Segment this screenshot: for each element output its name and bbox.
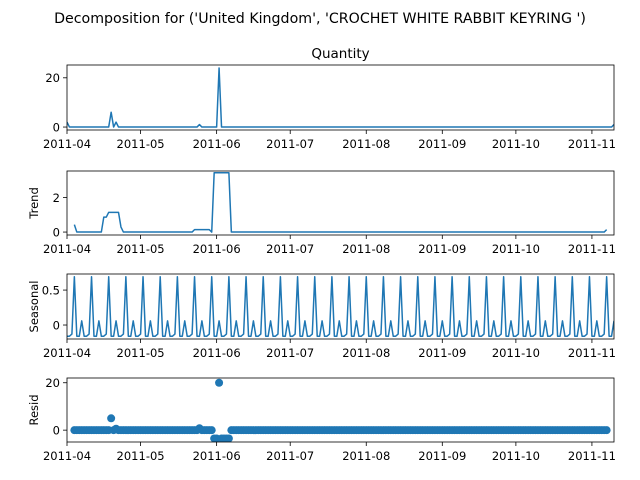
- x-tick-label: 2011-05: [117, 346, 165, 360]
- x-tick-label: 2011-04: [43, 346, 91, 360]
- series-line: [67, 67, 614, 128]
- x-tick-label: 2011-10: [492, 346, 540, 360]
- axes-frame: [66, 170, 615, 236]
- resid-point: [224, 434, 233, 442]
- x-tick-label: 2011-05: [117, 242, 165, 256]
- y-tick-label: 0: [53, 423, 60, 437]
- x-tick-label: 2011-07: [266, 346, 314, 360]
- x-tick-label: 2011-11: [568, 137, 616, 151]
- y-tick-label: 0: [53, 318, 60, 332]
- x-tick-label: 2011-10: [492, 137, 540, 151]
- x-tick-label: 2011-05: [117, 137, 165, 151]
- panel-quantity: Quantity 0 20 2011-04 2011-05 2011-06 2011-07 2…: [43, 46, 616, 151]
- series-trend: [73, 171, 608, 233]
- resid-point: [602, 426, 611, 435]
- resid-point: [215, 378, 224, 387]
- axes-frame: [66, 64, 615, 131]
- axes-frame: [66, 377, 615, 443]
- x-tick-label: 2011-11: [568, 449, 616, 463]
- panel-title: Quantity: [311, 46, 369, 62]
- y-tick-label: 0.5: [42, 283, 60, 297]
- panel-seasonal: Seasonal 0 0.5 2011-04 2011-05 2011-06 2011-07…: [27, 273, 616, 360]
- x-tick-label: 2011-09: [418, 242, 466, 256]
- resid-point: [207, 426, 216, 435]
- x-tick-label: 2011-11: [568, 346, 616, 360]
- y-tick-label: 20: [45, 376, 60, 390]
- x-tick-label: 2011-08: [342, 346, 390, 360]
- figure-suptitle: Decomposition for ('United Kingdom', 'CR…: [54, 11, 586, 27]
- x-tick-label: 2011-06: [193, 242, 241, 256]
- series-quantity: [67, 67, 614, 128]
- x-tick-label: 2011-11: [568, 242, 616, 256]
- panel-resid: Resid 0 20 2011-04 2011-05 2011-06 2011-07 2011…: [27, 376, 616, 463]
- x-tick-label: 2011-04: [43, 242, 91, 256]
- series-seasonal: [67, 276, 614, 337]
- y-axis-label: Seasonal: [27, 281, 41, 333]
- resid-point: [107, 414, 116, 423]
- y-tick-label: 20: [45, 71, 60, 85]
- x-tick-label: 2011-07: [266, 137, 314, 151]
- y-tick-label: 2: [53, 191, 60, 205]
- x-tick-label: 2011-09: [418, 137, 466, 151]
- x-tick-label: 2011-05: [117, 449, 165, 463]
- x-tick-label: 2011-08: [342, 242, 390, 256]
- y-tick-label: 0: [53, 225, 60, 239]
- y-tick-label: 0: [53, 120, 60, 134]
- panel-trend: Trend 0 2 2011-04 2011-05 2011-06 2011-07 2011-…: [27, 170, 616, 256]
- x-tick-label: 2011-09: [418, 346, 466, 360]
- x-tick-label: 2011-04: [43, 137, 91, 151]
- x-tick-label: 2011-07: [266, 449, 314, 463]
- x-tick-label: 2011-04: [43, 449, 91, 463]
- axes-frame: [66, 273, 615, 340]
- x-tick-label: 2011-10: [492, 242, 540, 256]
- x-tick-label: 2011-06: [193, 449, 241, 463]
- x-tick-label: 2011-07: [266, 242, 314, 256]
- x-tick-label: 2011-10: [492, 449, 540, 463]
- y-axis-label: Resid: [27, 394, 41, 425]
- x-tick-label: 2011-09: [418, 449, 466, 463]
- x-tick-label: 2011-08: [342, 449, 390, 463]
- x-tick-label: 2011-06: [193, 137, 241, 151]
- series-line: [67, 276, 614, 337]
- series-resid: [70, 378, 611, 442]
- series-line: [73, 171, 608, 233]
- y-axis-label: Trend: [27, 187, 41, 219]
- x-tick-label: 2011-06: [193, 346, 241, 360]
- x-tick-label: 2011-08: [342, 137, 390, 151]
